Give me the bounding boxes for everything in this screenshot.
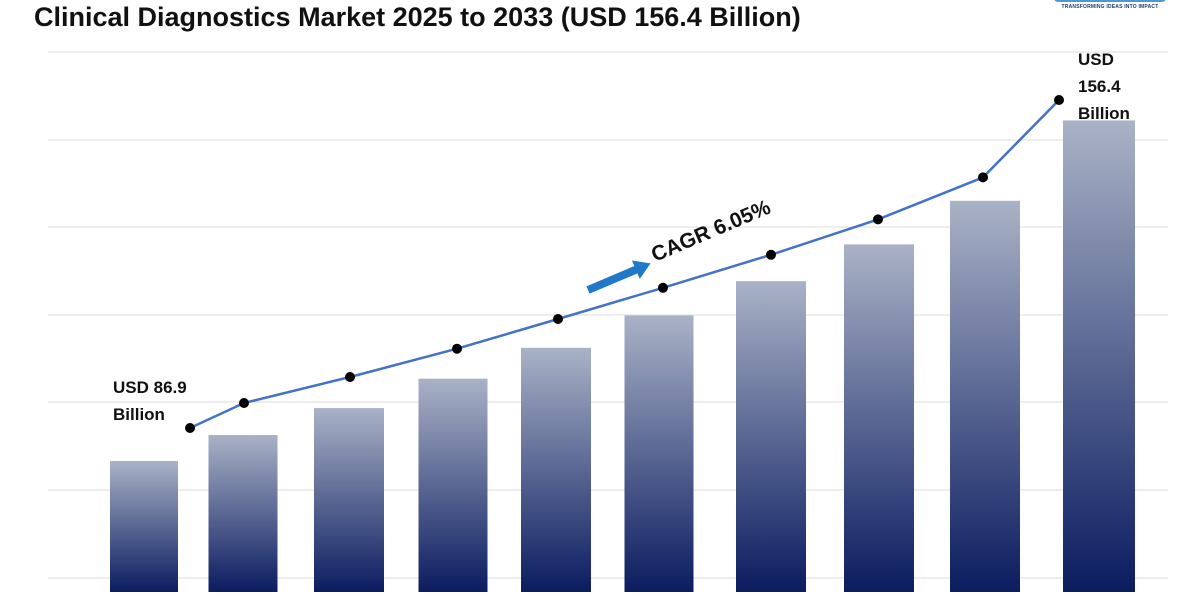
- end-value-line-1: USD: [1078, 50, 1114, 69]
- trend-marker: [1054, 95, 1064, 105]
- trend-marker: [239, 398, 249, 408]
- trend-marker: [873, 214, 883, 224]
- bar: [419, 379, 488, 592]
- trend-marker: [553, 314, 563, 324]
- trend-marker: [345, 372, 355, 382]
- bars: [110, 120, 1135, 592]
- bar: [844, 244, 914, 592]
- end-value-label: USD 156.4 Billion: [1078, 50, 1130, 123]
- start-value-label: USD 86.9 Billion: [113, 378, 191, 424]
- bar: [625, 315, 694, 592]
- bar: [110, 461, 178, 592]
- bar: [314, 408, 384, 592]
- bar: [521, 348, 591, 592]
- trend-marker: [978, 172, 988, 182]
- end-value-line-2: 156.4: [1078, 77, 1121, 96]
- start-value-line-1: USD 86.9: [113, 378, 187, 397]
- trend-marker: [185, 423, 195, 433]
- trend-marker: [658, 283, 668, 293]
- cagr-label: CAGR 6.05%: [648, 196, 774, 267]
- trend-marker: [766, 250, 776, 260]
- bar: [1063, 120, 1135, 592]
- bar: [209, 435, 278, 592]
- bar: [736, 281, 806, 592]
- start-value-line-2: Billion: [113, 405, 165, 424]
- end-value-line-3: Billion: [1078, 104, 1130, 123]
- trend-marker: [452, 344, 462, 354]
- bar: [950, 201, 1020, 592]
